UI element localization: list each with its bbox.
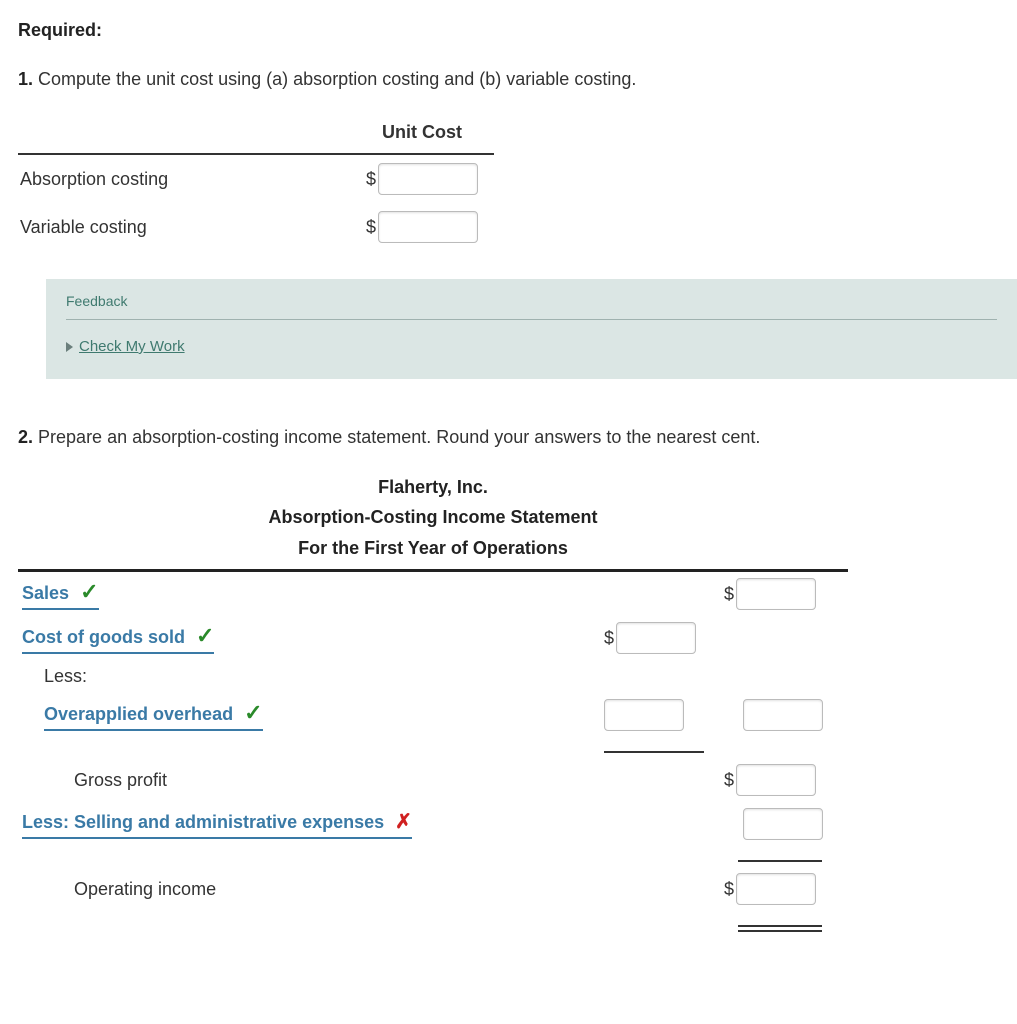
sales-amount-input[interactable] — [736, 578, 816, 610]
gross-profit-input[interactable] — [736, 764, 816, 796]
sum-line — [604, 751, 704, 753]
row-op-income: Operating income $ — [18, 867, 848, 911]
row-sales: Sales ✓ $ — [18, 572, 848, 616]
cogs-amount-input[interactable] — [616, 622, 696, 654]
feedback-panel: Feedback Check My Work — [46, 279, 1017, 379]
sum-rule-row — [18, 846, 848, 867]
q1-number: 1. — [18, 69, 33, 89]
row-less: Less: — [18, 660, 848, 693]
table-row: Absorption costing $ — [18, 154, 494, 203]
cogs-label: Cost of goods sold — [22, 627, 185, 647]
table-row: Variable costing $ — [18, 203, 494, 251]
required-heading: Required: — [18, 20, 999, 41]
row-cogs: Cost of goods sold ✓ $ — [18, 616, 848, 660]
sga-dropdown[interactable]: Less: Selling and administrative expense… — [22, 809, 412, 839]
sum-rule-row — [18, 737, 848, 758]
statement-heading-period: For the First Year of Operations — [18, 533, 848, 564]
sales-label: Sales — [22, 583, 69, 603]
check-my-work-label: Check My Work — [79, 338, 185, 355]
double-rule-row — [18, 911, 848, 932]
q2-prompt-text: Prepare an absorption-costing income sta… — [38, 427, 760, 447]
gross-profit-label: Gross profit — [74, 770, 167, 790]
dollar-sign: $ — [604, 628, 614, 649]
overapplied-dropdown[interactable]: Overapplied overhead ✓ — [44, 700, 263, 731]
cross-icon: ✗ — [395, 809, 412, 834]
cogs-dropdown[interactable]: Cost of goods sold ✓ — [22, 623, 214, 654]
q2-number: 2. — [18, 427, 33, 447]
check-icon: ✓ — [244, 700, 262, 726]
dollar-sign: $ — [724, 584, 734, 605]
absorption-costing-label: Absorption costing — [18, 154, 350, 203]
overapplied-amount-input-c[interactable] — [743, 699, 823, 731]
dollar-sign: $ — [366, 217, 376, 238]
check-icon: ✓ — [196, 623, 214, 649]
sga-label: Less: Selling and administrative expense… — [22, 812, 384, 832]
statement-heading-company: Flaherty, Inc. — [18, 472, 848, 503]
sga-amount-input[interactable] — [743, 808, 823, 840]
variable-costing-label: Variable costing — [18, 203, 350, 251]
absorption-costing-input[interactable] — [378, 163, 478, 195]
unit-cost-table: Unit Cost Absorption costing $ Variable … — [18, 114, 494, 251]
statement-heading-title: Absorption-Costing Income Statement — [18, 502, 848, 533]
statement-heading: Flaherty, Inc. Absorption-Costing Income… — [18, 472, 848, 564]
double-rule — [738, 925, 822, 927]
q1-prompt: 1. Compute the unit cost using (a) absor… — [18, 69, 999, 90]
op-income-label: Operating income — [74, 879, 216, 899]
overapplied-label: Overapplied overhead — [44, 704, 233, 724]
q2-prompt: 2. Prepare an absorption-costing income … — [18, 427, 999, 448]
check-my-work-button[interactable]: Check My Work — [66, 338, 185, 355]
check-icon: ✓ — [80, 579, 98, 605]
row-gross-profit: Gross profit $ — [18, 758, 848, 802]
overapplied-amount-input-b[interactable] — [604, 699, 684, 731]
q1-prompt-text: Compute the unit cost using (a) absorpti… — [38, 69, 636, 89]
less-label: Less: — [44, 666, 87, 686]
sales-dropdown[interactable]: Sales ✓ — [22, 579, 99, 610]
row-sga: Less: Selling and administrative expense… — [18, 802, 848, 846]
dollar-sign: $ — [366, 169, 376, 190]
dollar-sign: $ — [724, 770, 734, 791]
feedback-title: Feedback — [66, 293, 997, 320]
op-income-input[interactable] — [736, 873, 816, 905]
income-statement: Flaherty, Inc. Absorption-Costing Income… — [18, 472, 848, 933]
unit-cost-header: Unit Cost — [350, 114, 494, 154]
triangle-right-icon — [66, 342, 73, 352]
dollar-sign: $ — [724, 879, 734, 900]
variable-costing-input[interactable] — [378, 211, 478, 243]
sum-line — [738, 860, 822, 862]
row-overapplied: Overapplied overhead ✓ — [18, 693, 848, 737]
